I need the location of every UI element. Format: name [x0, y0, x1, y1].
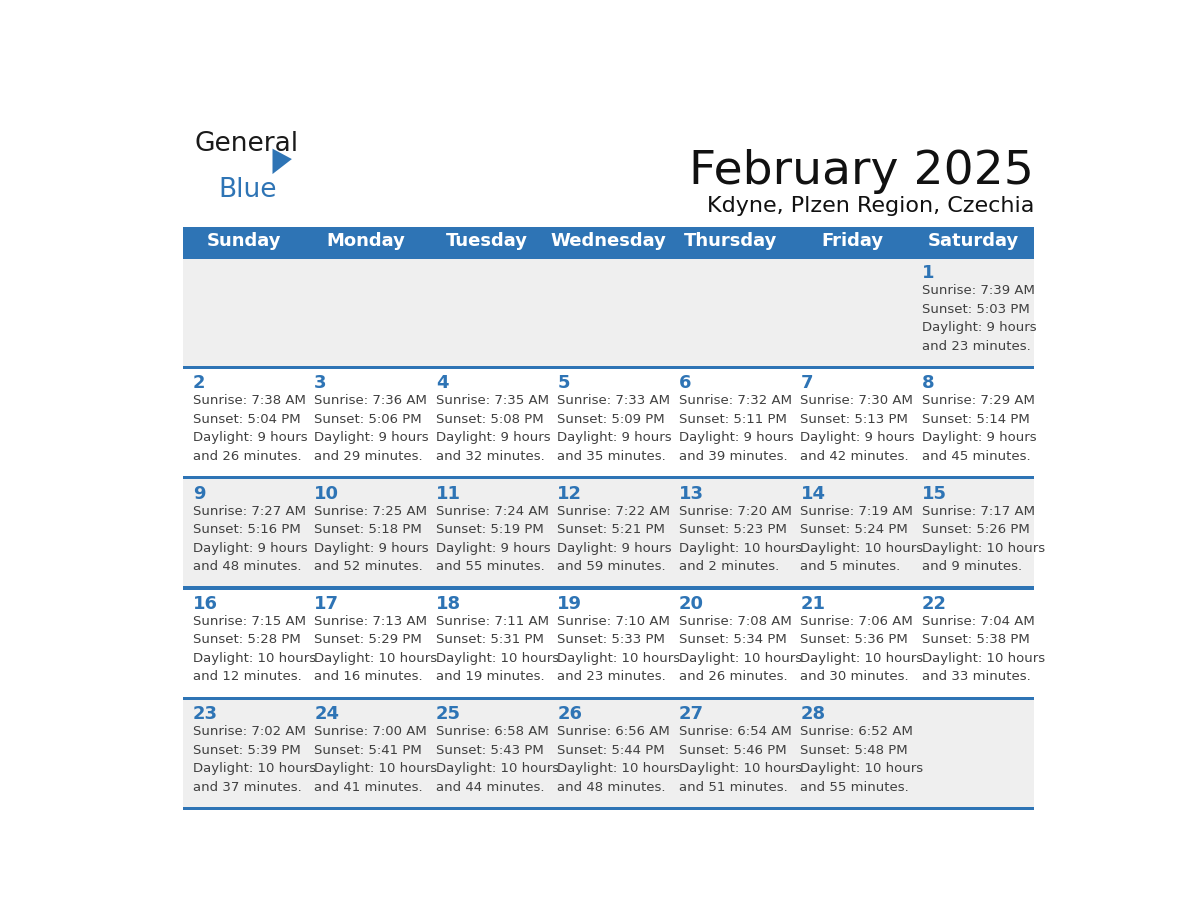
Text: Sunrise: 6:52 AM
Sunset: 5:48 PM
Daylight: 10 hours
and 55 minutes.: Sunrise: 6:52 AM Sunset: 5:48 PM Dayligh… — [801, 725, 923, 794]
Text: Sunrise: 7:32 AM
Sunset: 5:11 PM
Daylight: 9 hours
and 39 minutes.: Sunrise: 7:32 AM Sunset: 5:11 PM Dayligh… — [678, 395, 794, 463]
Bar — [183, 476, 1035, 479]
Text: Sunrise: 7:08 AM
Sunset: 5:34 PM
Daylight: 10 hours
and 26 minutes.: Sunrise: 7:08 AM Sunset: 5:34 PM Dayligh… — [678, 615, 802, 684]
Text: Friday: Friday — [821, 232, 883, 251]
Text: 19: 19 — [557, 595, 582, 613]
Text: Sunrise: 7:10 AM
Sunset: 5:33 PM
Daylight: 10 hours
and 23 minutes.: Sunrise: 7:10 AM Sunset: 5:33 PM Dayligh… — [557, 615, 681, 684]
Bar — [183, 366, 1035, 369]
Text: Sunrise: 7:04 AM
Sunset: 5:38 PM
Daylight: 10 hours
and 33 minutes.: Sunrise: 7:04 AM Sunset: 5:38 PM Dayligh… — [922, 615, 1045, 684]
Text: Sunrise: 7:06 AM
Sunset: 5:36 PM
Daylight: 10 hours
and 30 minutes.: Sunrise: 7:06 AM Sunset: 5:36 PM Dayligh… — [801, 615, 923, 684]
Bar — [183, 587, 1035, 589]
Text: 6: 6 — [678, 375, 691, 392]
Text: Sunrise: 7:36 AM
Sunset: 5:06 PM
Daylight: 9 hours
and 29 minutes.: Sunrise: 7:36 AM Sunset: 5:06 PM Dayligh… — [315, 395, 429, 463]
Text: 21: 21 — [801, 595, 826, 613]
Text: 22: 22 — [922, 595, 947, 613]
Text: Sunrise: 7:00 AM
Sunset: 5:41 PM
Daylight: 10 hours
and 41 minutes.: Sunrise: 7:00 AM Sunset: 5:41 PM Dayligh… — [315, 725, 437, 794]
Text: 3: 3 — [315, 375, 327, 392]
Bar — [183, 259, 1035, 366]
Text: February 2025: February 2025 — [689, 149, 1035, 194]
Text: 13: 13 — [678, 485, 704, 503]
Text: 10: 10 — [315, 485, 340, 503]
Text: 9: 9 — [192, 485, 206, 503]
Bar — [183, 369, 1035, 476]
Text: Sunrise: 7:25 AM
Sunset: 5:18 PM
Daylight: 9 hours
and 52 minutes.: Sunrise: 7:25 AM Sunset: 5:18 PM Dayligh… — [315, 505, 429, 573]
Text: Sunrise: 7:27 AM
Sunset: 5:16 PM
Daylight: 9 hours
and 48 minutes.: Sunrise: 7:27 AM Sunset: 5:16 PM Dayligh… — [192, 505, 308, 573]
Text: 11: 11 — [436, 485, 461, 503]
Text: Thursday: Thursday — [684, 232, 777, 251]
Text: Sunrise: 7:13 AM
Sunset: 5:29 PM
Daylight: 10 hours
and 16 minutes.: Sunrise: 7:13 AM Sunset: 5:29 PM Dayligh… — [315, 615, 437, 684]
Bar — [183, 700, 1035, 807]
Text: 1: 1 — [922, 264, 935, 282]
Bar — [183, 256, 1035, 259]
Text: Wednesday: Wednesday — [551, 232, 666, 251]
Text: 4: 4 — [436, 375, 448, 392]
Text: 7: 7 — [801, 375, 813, 392]
Text: Sunrise: 7:19 AM
Sunset: 5:24 PM
Daylight: 10 hours
and 5 minutes.: Sunrise: 7:19 AM Sunset: 5:24 PM Dayligh… — [801, 505, 923, 573]
Text: Sunrise: 7:11 AM
Sunset: 5:31 PM
Daylight: 10 hours
and 19 minutes.: Sunrise: 7:11 AM Sunset: 5:31 PM Dayligh… — [436, 615, 558, 684]
Text: Blue: Blue — [219, 177, 277, 203]
Text: 17: 17 — [315, 595, 340, 613]
Bar — [183, 589, 1035, 697]
Text: 27: 27 — [678, 705, 704, 723]
Text: Saturday: Saturday — [928, 232, 1019, 251]
Text: Sunrise: 7:33 AM
Sunset: 5:09 PM
Daylight: 9 hours
and 35 minutes.: Sunrise: 7:33 AM Sunset: 5:09 PM Dayligh… — [557, 395, 672, 463]
Bar — [183, 697, 1035, 700]
Text: 8: 8 — [922, 375, 935, 392]
Text: Sunrise: 7:35 AM
Sunset: 5:08 PM
Daylight: 9 hours
and 32 minutes.: Sunrise: 7:35 AM Sunset: 5:08 PM Dayligh… — [436, 395, 550, 463]
Text: Tuesday: Tuesday — [447, 232, 529, 251]
Text: 15: 15 — [922, 485, 947, 503]
Text: Sunrise: 7:24 AM
Sunset: 5:19 PM
Daylight: 9 hours
and 55 minutes.: Sunrise: 7:24 AM Sunset: 5:19 PM Dayligh… — [436, 505, 550, 573]
Text: 20: 20 — [678, 595, 704, 613]
Text: Sunrise: 7:17 AM
Sunset: 5:26 PM
Daylight: 10 hours
and 9 minutes.: Sunrise: 7:17 AM Sunset: 5:26 PM Dayligh… — [922, 505, 1045, 573]
Text: 23: 23 — [192, 705, 217, 723]
Text: General: General — [195, 131, 299, 157]
Text: 12: 12 — [557, 485, 582, 503]
Text: Sunrise: 7:22 AM
Sunset: 5:21 PM
Daylight: 9 hours
and 59 minutes.: Sunrise: 7:22 AM Sunset: 5:21 PM Dayligh… — [557, 505, 672, 573]
Bar — [183, 807, 1035, 810]
Text: Sunrise: 7:38 AM
Sunset: 5:04 PM
Daylight: 9 hours
and 26 minutes.: Sunrise: 7:38 AM Sunset: 5:04 PM Dayligh… — [192, 395, 308, 463]
Text: 2: 2 — [192, 375, 206, 392]
Text: Sunrise: 6:56 AM
Sunset: 5:44 PM
Daylight: 10 hours
and 48 minutes.: Sunrise: 6:56 AM Sunset: 5:44 PM Dayligh… — [557, 725, 681, 794]
Polygon shape — [272, 149, 292, 174]
Text: 26: 26 — [557, 705, 582, 723]
Text: Sunday: Sunday — [207, 232, 282, 251]
Text: Sunrise: 7:30 AM
Sunset: 5:13 PM
Daylight: 9 hours
and 42 minutes.: Sunrise: 7:30 AM Sunset: 5:13 PM Dayligh… — [801, 395, 915, 463]
Text: Sunrise: 7:39 AM
Sunset: 5:03 PM
Daylight: 9 hours
and 23 minutes.: Sunrise: 7:39 AM Sunset: 5:03 PM Dayligh… — [922, 285, 1037, 353]
Text: 5: 5 — [557, 375, 570, 392]
Text: Sunrise: 7:02 AM
Sunset: 5:39 PM
Daylight: 10 hours
and 37 minutes.: Sunrise: 7:02 AM Sunset: 5:39 PM Dayligh… — [192, 725, 316, 794]
Text: 16: 16 — [192, 595, 217, 613]
Text: Kdyne, Plzen Region, Czechia: Kdyne, Plzen Region, Czechia — [707, 196, 1035, 217]
Text: 28: 28 — [801, 705, 826, 723]
Text: Sunrise: 6:58 AM
Sunset: 5:43 PM
Daylight: 10 hours
and 44 minutes.: Sunrise: 6:58 AM Sunset: 5:43 PM Dayligh… — [436, 725, 558, 794]
Bar — [183, 227, 1035, 256]
Text: Sunrise: 7:20 AM
Sunset: 5:23 PM
Daylight: 10 hours
and 2 minutes.: Sunrise: 7:20 AM Sunset: 5:23 PM Dayligh… — [678, 505, 802, 573]
Bar — [183, 479, 1035, 587]
Text: Sunrise: 7:29 AM
Sunset: 5:14 PM
Daylight: 9 hours
and 45 minutes.: Sunrise: 7:29 AM Sunset: 5:14 PM Dayligh… — [922, 395, 1037, 463]
Text: 24: 24 — [315, 705, 340, 723]
Text: 25: 25 — [436, 705, 461, 723]
Text: 18: 18 — [436, 595, 461, 613]
Text: Monday: Monday — [327, 232, 405, 251]
Text: 14: 14 — [801, 485, 826, 503]
Text: Sunrise: 7:15 AM
Sunset: 5:28 PM
Daylight: 10 hours
and 12 minutes.: Sunrise: 7:15 AM Sunset: 5:28 PM Dayligh… — [192, 615, 316, 684]
Text: Sunrise: 6:54 AM
Sunset: 5:46 PM
Daylight: 10 hours
and 51 minutes.: Sunrise: 6:54 AM Sunset: 5:46 PM Dayligh… — [678, 725, 802, 794]
